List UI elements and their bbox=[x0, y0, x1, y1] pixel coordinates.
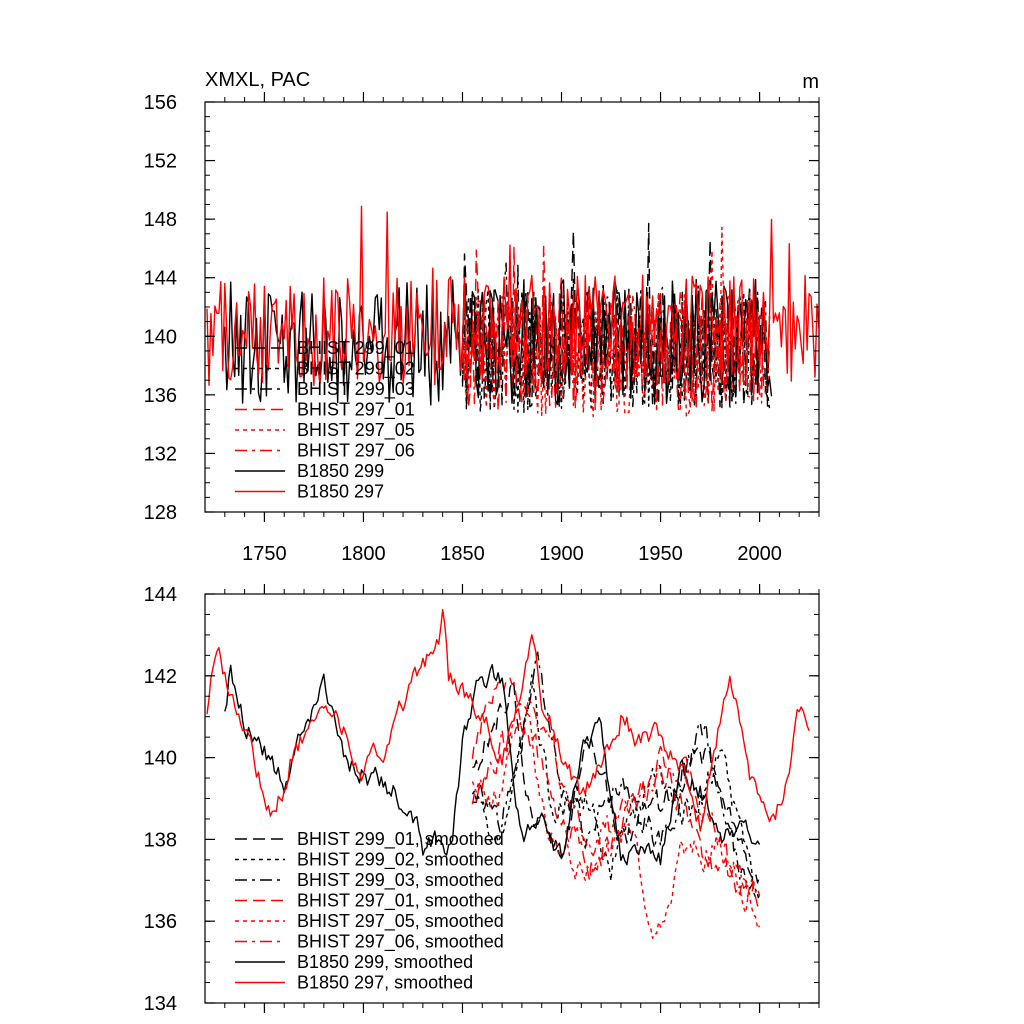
legend-label: BHIST 297_05 bbox=[297, 420, 415, 441]
y-tick-label: 142 bbox=[144, 666, 177, 688]
y-tick-label: 156 bbox=[144, 92, 177, 114]
legend-label: BHIST 299_01 bbox=[297, 338, 415, 359]
x-tick-label: 1800 bbox=[341, 543, 386, 565]
legend-label: BHIST 299_03, smoothed bbox=[297, 870, 504, 891]
top-panel: 128 132 136 140 144 148 152 156 1750 1800 1850 1900… bbox=[144, 69, 820, 565]
legend-label: BHIST 297_01, smoothed bbox=[297, 891, 504, 912]
x-tick-label: 2000 bbox=[737, 543, 782, 565]
legend-label: BHIST 297_01 bbox=[297, 400, 415, 421]
legend-label: BHIST 299_02 bbox=[297, 359, 415, 380]
y-tick-label: 144 bbox=[144, 268, 177, 290]
y-tick-label: 140 bbox=[144, 326, 177, 348]
x-tick-label: 1850 bbox=[440, 543, 485, 565]
units-label: m bbox=[802, 71, 819, 93]
legend-label: B1850 299, smoothed bbox=[297, 952, 473, 972]
series-line-b1850-297 bbox=[206, 205, 819, 387]
legend-label: B1850 297, smoothed bbox=[297, 973, 473, 993]
series-group bbox=[206, 205, 819, 418]
y-tick-label: 144 bbox=[144, 584, 177, 606]
series-line-bhist-297-06-smoothed bbox=[471, 698, 761, 897]
series-line-bhist-299-01-smoothed bbox=[472, 680, 761, 884]
y-tick-label: 136 bbox=[144, 911, 177, 933]
legend-label: BHIST 299_02, smoothed bbox=[297, 850, 504, 871]
x-tick-label: 1900 bbox=[539, 543, 584, 565]
y-tick-label: 134 bbox=[144, 993, 177, 1015]
legend-label: BHIST 297_06 bbox=[297, 441, 415, 462]
legend-label: B1850 297 bbox=[297, 482, 384, 502]
y-tick-label: 136 bbox=[144, 385, 177, 407]
y-tick-label: 140 bbox=[144, 748, 177, 770]
x-tick-label: 1750 bbox=[242, 543, 287, 565]
y-tick-label: 152 bbox=[144, 151, 177, 173]
legend-label: BHIST 299_01, smoothed bbox=[297, 829, 504, 850]
series-line-bhist-299-02-smoothed bbox=[471, 674, 761, 902]
legend-label: BHIST 297_06, smoothed bbox=[297, 932, 504, 953]
y-tick-label: 138 bbox=[144, 829, 177, 851]
legend-label: B1850 299 bbox=[297, 461, 384, 481]
legend-label: BHIST 297_05, smoothed bbox=[297, 911, 504, 932]
series-line-b1850-299-smoothed bbox=[224, 664, 761, 866]
series-line-b1850-297-smoothed bbox=[206, 609, 810, 832]
series-group bbox=[206, 609, 810, 939]
series-line-bhist-299-03-smoothed bbox=[472, 651, 761, 897]
y-tick-label: 128 bbox=[144, 502, 177, 524]
x-tick-label: 1950 bbox=[638, 543, 683, 565]
y-tick-label: 148 bbox=[144, 209, 177, 231]
series-line-b1850-299 bbox=[224, 278, 773, 406]
chart-title: XMXL, PAC bbox=[205, 69, 310, 91]
legend-label: BHIST 299_03 bbox=[297, 379, 415, 400]
y-tick-label: 132 bbox=[144, 443, 177, 465]
bottom-panel: 134 136 138 140 142 144 BHIST 299_01, smoothed… bbox=[144, 584, 820, 1015]
